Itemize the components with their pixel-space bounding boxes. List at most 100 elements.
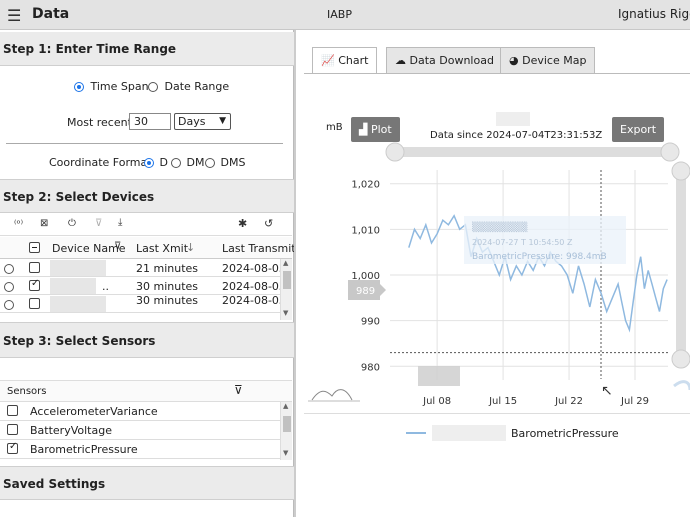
row-radio[interactable] — [4, 300, 14, 310]
device-toolbar: ⁽ᵒ⁾ ⊠ ⏻ ⊽ ⤓ ✱ ↺ — [0, 214, 292, 236]
left-panel: Step 1: Enter Time Range Time Span Date … — [0, 30, 311, 517]
time-unit-select[interactable]: Days ▼ — [174, 113, 231, 130]
time-span-option[interactable]: Time Span — [74, 80, 149, 93]
time-span-radio[interactable] — [74, 82, 84, 92]
row-checkbox[interactable] — [29, 278, 40, 291]
user-name[interactable]: Ignatius Rigor — [618, 7, 690, 21]
coord-dm-radio[interactable] — [171, 158, 181, 168]
scroll-up-icon[interactable]: ▲ — [283, 259, 289, 267]
range-handle-right[interactable] — [660, 142, 680, 162]
table-row[interactable]: 30 minutes 2024-08-03 — [0, 294, 292, 313]
tab-chart-label: Chart — [338, 54, 369, 67]
row-radio[interactable] — [4, 264, 14, 274]
row-checkbox[interactable] — [29, 298, 40, 309]
step1-heading[interactable]: Step 1: Enter Time Range — [0, 32, 294, 66]
antenna-icon[interactable]: ⁽ᵒ⁾ — [14, 219, 24, 230]
col-last-transmit[interactable]: Last Transmit (U — [222, 242, 312, 255]
refresh-icon[interactable]: ↺ — [264, 217, 274, 230]
list-item[interactable]: BatteryVoltage — [0, 421, 280, 440]
most-recent-input[interactable]: 30 — [129, 113, 171, 130]
date-range-option[interactable]: Date Range — [148, 80, 229, 93]
sensor-label: BarometricPressure — [30, 443, 138, 456]
coord-dm-label: DM — [186, 156, 205, 169]
chart-subtitle: Data since 2024-07-04T23:31:53Z — [430, 130, 603, 141]
saved-settings-heading[interactable]: Saved Settings — [0, 466, 294, 500]
sensor-list: AccelerometerVariance BatteryVoltage Bar… — [0, 402, 280, 460]
tab-chart[interactable]: 📈 Chart — [312, 47, 378, 74]
filter-clear-icon[interactable]: ⊽ — [95, 218, 103, 229]
date-range-radio[interactable] — [148, 82, 158, 92]
sensor-scrollbar[interactable]: ▲ ▼ — [280, 402, 292, 460]
device-scrollbar[interactable]: ▲ ▼ — [280, 259, 292, 320]
filter-icon[interactable]: ⊽ — [234, 383, 243, 397]
tab-data-download-label: Data Download — [409, 54, 494, 67]
power-icon[interactable]: ⏻ — [68, 218, 76, 229]
device-name-redacted — [50, 296, 106, 312]
plot-button-label: Plot — [370, 123, 392, 136]
row-checkbox[interactable] — [29, 262, 40, 273]
coord-dms-option[interactable]: DMS — [205, 156, 245, 169]
x-tick-label: Jul 29 — [620, 396, 649, 407]
sort-desc-icon[interactable]: ↓ — [186, 241, 196, 254]
range-navigator-track[interactable] — [390, 147, 668, 157]
pressure-chart[interactable]: 980 990 1,000 1,010 1,020 Jul 08 Jul 15 Jul 22… — [304, 74, 690, 444]
range-handle-bottom[interactable] — [671, 349, 690, 369]
list-item[interactable]: AccelerometerVariance — [0, 402, 280, 421]
x-tick-label: Jul 08 — [422, 396, 451, 407]
scroll-down-icon[interactable]: ▼ — [283, 449, 289, 457]
y-tick-label: 990 — [361, 317, 380, 328]
filter-icon[interactable]: ⊽ — [114, 241, 122, 252]
row-last-xmit: 30 minutes — [136, 294, 199, 307]
sensors-header: Sensors ⊽ — [0, 380, 292, 402]
chart-icon: ▟ — [359, 123, 368, 136]
coord-dm-option[interactable]: DM — [171, 156, 204, 169]
device-name-redacted — [50, 278, 96, 294]
coord-d-label: D — [159, 156, 168, 169]
range-handle-top[interactable] — [671, 161, 690, 181]
panel-splitter[interactable] — [294, 30, 296, 517]
export-button[interactable]: Export — [612, 117, 665, 142]
time-unit-value: Days — [178, 115, 206, 128]
plot-button[interactable]: ▟ Plot — [351, 117, 400, 142]
y-tick-label: 980 — [361, 362, 380, 373]
scroll-up-icon[interactable]: ▲ — [283, 402, 289, 410]
crosshair-x-label-bg — [418, 366, 460, 386]
scroll-indicator-icon — [673, 380, 690, 391]
sensor-checkbox[interactable] — [7, 441, 18, 454]
coord-d-radio[interactable] — [144, 158, 154, 168]
time-span-label: Time Span — [90, 80, 149, 93]
sensor-checkbox[interactable] — [7, 405, 18, 416]
chart-legend[interactable]: BarometricPressure — [406, 425, 619, 441]
scroll-thumb[interactable] — [283, 416, 291, 432]
tab-device-map[interactable]: ◕ Device Map — [500, 47, 596, 73]
overview-sparkline-icon[interactable] — [311, 389, 353, 401]
download-icon[interactable]: ⤓ — [118, 217, 123, 228]
clear-selection-icon[interactable]: ⊠ — [40, 218, 49, 229]
row-last-xmit: 30 minutes — [136, 280, 199, 293]
table-row[interactable]: .. 30 minutes 2024-08-03 — [0, 277, 292, 295]
hamburger-icon[interactable]: ☰ — [7, 6, 22, 25]
scroll-thumb[interactable] — [283, 271, 291, 289]
chart-icon: 📈 — [321, 54, 335, 67]
sensor-checkbox[interactable] — [7, 424, 18, 435]
gear-icon[interactable]: ✱ — [238, 217, 248, 230]
row-radio[interactable] — [4, 282, 14, 292]
tab-data-download[interactable]: ☁ Data Download — [386, 47, 503, 73]
device-list: 21 minutes 2024-08-03 .. 30 minutes 2024… — [0, 259, 292, 320]
step3-heading[interactable]: Step 3: Select Sensors — [0, 322, 294, 358]
range-navigator-vertical[interactable] — [676, 164, 686, 364]
chart-panel: ▟ Plot Export mB Data since 2024-07-04T2… — [304, 73, 690, 443]
table-row[interactable]: 21 minutes 2024-08-03 — [0, 259, 292, 277]
step2-heading[interactable]: Step 2: Select Devices — [0, 179, 294, 213]
tooltip-box — [464, 216, 626, 264]
coord-d-option[interactable]: D — [144, 156, 168, 169]
list-item[interactable]: BarometricPressure — [0, 440, 280, 459]
mouse-cursor-icon: ↖ — [601, 383, 613, 399]
y-unit-label: mB — [326, 122, 343, 133]
select-all-checkbox[interactable] — [29, 242, 40, 253]
scroll-down-icon[interactable]: ▼ — [283, 309, 289, 317]
col-device-name[interactable]: Device Name — [52, 242, 126, 255]
col-last-xmit[interactable]: Last Xmit — [136, 242, 189, 255]
coord-dms-radio[interactable] — [205, 158, 215, 168]
range-handle-left[interactable] — [385, 142, 405, 162]
